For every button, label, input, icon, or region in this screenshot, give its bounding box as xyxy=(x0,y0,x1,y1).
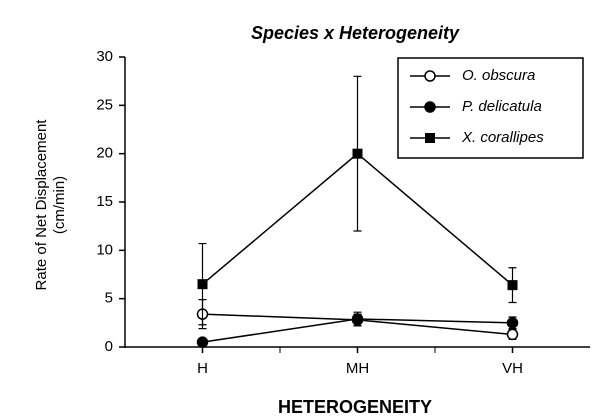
y-tick-label: 5 xyxy=(105,290,113,307)
marker xyxy=(197,279,208,290)
legend-label: X. corallipes xyxy=(461,129,544,146)
y-tick-label: 10 xyxy=(96,241,113,258)
y-tick-label: 15 xyxy=(96,193,113,210)
marker xyxy=(424,101,436,113)
marker xyxy=(507,280,518,291)
legend-label: O. obscura xyxy=(462,67,535,84)
x-tick-label: H xyxy=(197,360,208,377)
marker xyxy=(424,70,436,82)
y-tick-label: 30 xyxy=(96,48,113,65)
marker xyxy=(352,148,363,159)
y-axis-label: Rate of Net Displacement xyxy=(33,119,50,291)
marker xyxy=(351,313,364,325)
y-tick-label: 25 xyxy=(96,96,113,113)
x-tick-label: VH xyxy=(502,360,523,377)
marker xyxy=(506,328,519,341)
marker xyxy=(425,133,435,143)
marker xyxy=(506,317,519,329)
y-tick-label: 0 xyxy=(105,338,113,355)
chart-title: Species x Heterogeneity xyxy=(251,23,460,43)
x-axis-label: HETEROGENEITY xyxy=(278,397,432,417)
x-tick-label: MH xyxy=(346,360,369,377)
y-tick-label: 20 xyxy=(96,145,113,162)
legend-label: P. delicatula xyxy=(462,98,542,115)
y-axis-label: (cm/min) xyxy=(51,176,68,234)
marker xyxy=(196,336,209,348)
